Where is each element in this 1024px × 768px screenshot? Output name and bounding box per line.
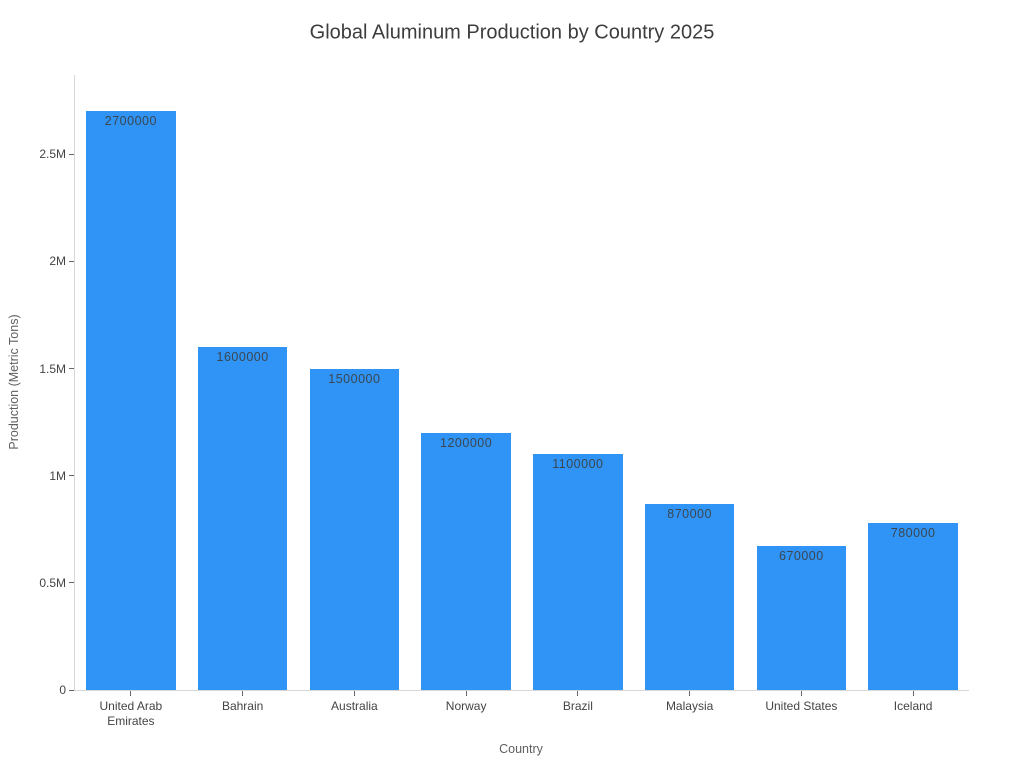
x-tick-label: United States <box>765 699 838 713</box>
y-tick-mark <box>69 260 74 262</box>
y-tick-mark <box>69 475 74 477</box>
y-tick-mark <box>69 689 74 691</box>
y-tick-label: 2M <box>49 254 66 269</box>
y-axis-title: Production (Metric Tons) <box>7 314 21 450</box>
y-tick-mark <box>69 153 74 155</box>
chart-title: Global Aluminum Production by Country 20… <box>309 21 715 44</box>
x-tick-label: Brazil <box>562 699 593 713</box>
y-tick-label: 2.5M <box>39 147 66 162</box>
bar: 2700000 <box>86 111 176 690</box>
bar-value-label: 780000 <box>890 525 936 540</box>
x-tick-mark <box>130 691 132 696</box>
x-tick-label: Iceland <box>893 699 933 713</box>
x-tick-label: Bahrain <box>221 699 264 713</box>
bar: 1500000 <box>309 368 400 690</box>
x-tick-mark <box>800 691 802 696</box>
bar-value-label: 1600000 <box>216 350 269 365</box>
bar-value-label: 1200000 <box>440 435 493 450</box>
y-tick-label: 0 <box>59 683 66 697</box>
y-tick-label: 1.5M <box>39 361 66 376</box>
x-tick-mark <box>912 691 914 696</box>
x-tick-mark <box>353 691 355 696</box>
bar-value-label: 1100000 <box>552 457 604 472</box>
x-axis-title: Country <box>499 742 543 756</box>
bar-value-label: 2700000 <box>104 114 157 129</box>
y-tick-label: 0.5M <box>39 575 66 590</box>
y-tick-mark <box>69 368 74 370</box>
x-tick-mark <box>242 691 244 696</box>
bar-value-label: 670000 <box>779 549 824 564</box>
y-tick-mark <box>69 582 74 584</box>
x-tick-label: United Arab Emirates <box>99 699 163 728</box>
bar-value-label: 1500000 <box>328 371 381 386</box>
bar: 670000 <box>756 546 847 690</box>
bar: 1100000 <box>533 454 623 690</box>
bar-value-label: 870000 <box>667 506 712 521</box>
y-tick-label: 1M <box>49 468 66 483</box>
bar: 780000 <box>868 522 958 690</box>
x-tick-mark <box>577 691 579 696</box>
x-tick-label: Australia <box>331 699 378 713</box>
x-tick-label: Malaysia <box>665 699 714 713</box>
x-tick-mark <box>465 691 467 696</box>
x-tick-label: Norway <box>445 699 487 713</box>
x-tick-mark <box>689 691 691 696</box>
bar: 1200000 <box>421 432 511 690</box>
plot-area: 0 0.5M 1M 1.5M 2M 2.5M 2700000 United Arab Emir… <box>39 75 969 728</box>
bar: 870000 <box>644 503 735 690</box>
bar: 1600000 <box>197 347 288 690</box>
